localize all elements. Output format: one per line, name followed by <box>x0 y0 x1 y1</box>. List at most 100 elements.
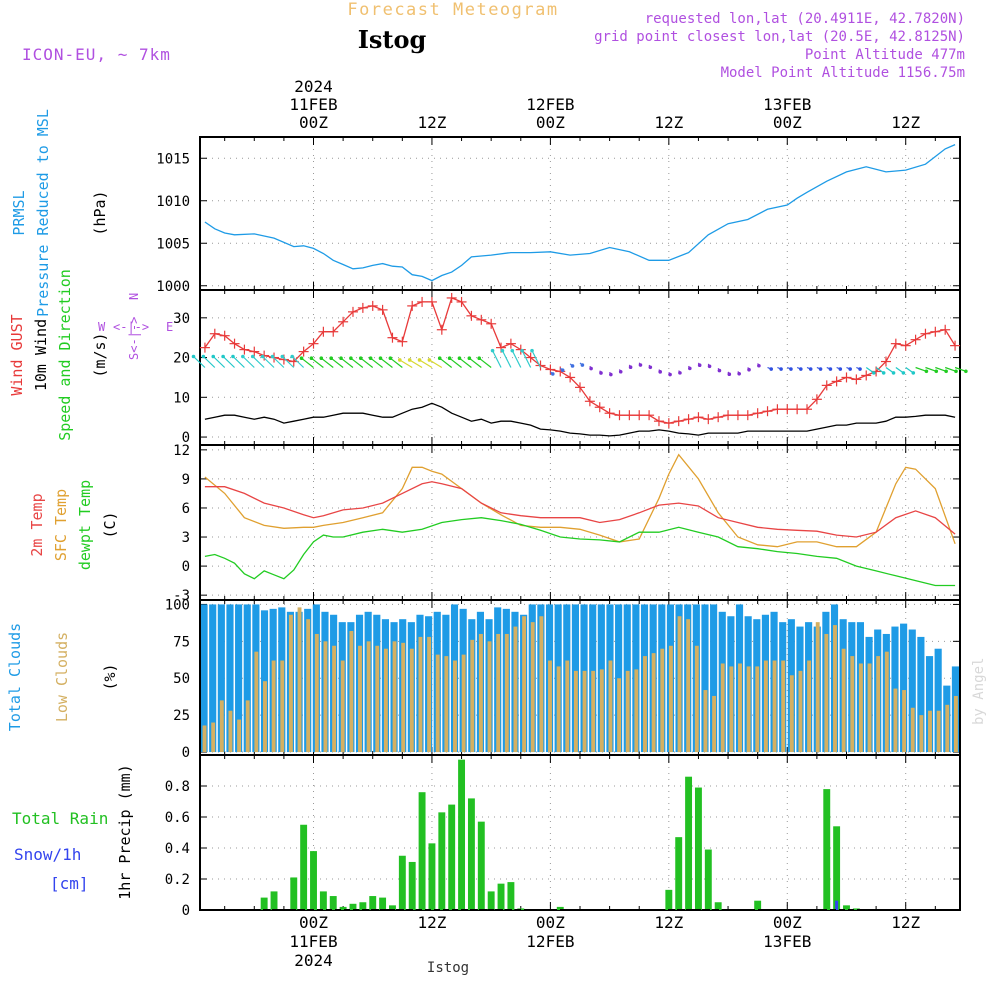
date-label-top: 13FEB <box>763 95 811 114</box>
gust-marker <box>407 300 418 311</box>
gust-marker <box>861 370 872 381</box>
wind-direction-arrow <box>648 364 653 370</box>
gust-marker <box>930 326 941 337</box>
arrow-head <box>828 367 833 371</box>
gust-marker <box>417 296 428 307</box>
rain-bar <box>300 824 308 910</box>
temp-2m-line <box>204 481 956 538</box>
wind-direction-arrow <box>221 354 235 368</box>
low-clouds-bar <box>556 666 561 753</box>
time-label-bottom: 00Z <box>299 913 328 932</box>
chart-title: Forecast Meteogram <box>347 0 558 20</box>
rain-bar <box>467 798 475 910</box>
footer-location: Istog <box>427 960 469 976</box>
arrow-head <box>319 356 324 361</box>
arrow-shaft <box>439 357 453 368</box>
gust-marker <box>802 404 813 415</box>
low-clouds-bar <box>919 715 924 753</box>
low-clouds-bar <box>504 633 509 753</box>
date-label-top: 12FEB <box>526 95 574 114</box>
panel-clouds: 0 25 50 75 100 Total Clouds Low Clouds (%) <box>6 597 961 761</box>
rain-bar <box>428 843 436 910</box>
arrow-shaft <box>521 350 532 368</box>
arrow-head <box>964 369 968 374</box>
y-tick-label: 0 <box>182 903 190 919</box>
gust-marker <box>713 412 724 423</box>
total-clouds-bar <box>934 648 942 753</box>
y-tick-label: 3 <box>182 530 190 546</box>
year-label-bottom: 2024 <box>294 951 333 970</box>
gust-marker <box>239 344 250 355</box>
y-tick-label: 20 <box>173 351 190 367</box>
wind-direction-arrow <box>549 371 555 376</box>
gust-marker <box>732 410 743 421</box>
arrow-head <box>231 354 235 359</box>
arrow-head <box>934 369 939 374</box>
y-tick-label: 12 <box>173 443 190 459</box>
arrow-shaft <box>350 357 364 368</box>
arrow-head <box>427 358 432 362</box>
date-label-top: 11FEB <box>289 95 337 114</box>
wind-direction-arrow <box>437 356 453 368</box>
gust-marker <box>209 328 220 339</box>
arrow-shaft <box>262 356 275 368</box>
dewpoint-line <box>204 517 956 587</box>
gust-marker <box>624 410 635 421</box>
low-clouds-bar <box>288 614 293 753</box>
wind-direction-arrow <box>290 354 305 368</box>
arrow-head <box>799 367 803 371</box>
wind-direction-arrow <box>520 348 532 368</box>
y-tick-label: 1015 <box>156 151 190 167</box>
rain-bar <box>714 902 722 910</box>
low-clouds-bar <box>202 725 207 753</box>
rain-bar <box>319 891 327 910</box>
rain-bar <box>369 896 377 910</box>
low-clouds-bar <box>686 619 691 753</box>
low-clouds-bar <box>703 690 708 753</box>
low-clouds-bar <box>478 633 483 753</box>
gust-marker <box>880 356 891 367</box>
wind-direction-arrow <box>944 366 958 374</box>
gust-marker <box>614 410 625 421</box>
low-clouds-bar <box>332 645 337 753</box>
low-clouds-bar <box>487 641 492 753</box>
snow-legend-label: Snow/1h <box>14 845 81 864</box>
y-axis-label: Pressure Reduced to MSL <box>34 109 52 317</box>
snow-unit-label: [cm] <box>50 874 89 893</box>
wind-direction-arrow <box>569 363 575 368</box>
pressure-line <box>204 144 956 282</box>
arrow-head <box>407 358 412 362</box>
arrow-shaft <box>202 356 216 368</box>
low-clouds-bar <box>427 636 432 753</box>
arrow-head <box>467 356 472 361</box>
low-clouds-bar <box>349 631 354 753</box>
low-clouds-bar <box>755 666 760 753</box>
gust-marker <box>782 404 793 415</box>
date-label-bottom: 11FEB <box>289 932 337 951</box>
low-clouds-bar <box>781 660 786 753</box>
wind-direction-arrow <box>767 366 774 371</box>
low-clouds-bar <box>297 607 302 753</box>
rain-bar <box>418 792 426 910</box>
low-clouds-bar <box>902 690 907 753</box>
gust-marker <box>397 336 408 347</box>
arrow-shaft <box>193 356 206 368</box>
wind-direction-arrow <box>530 348 542 368</box>
arrow-shaft <box>222 356 235 368</box>
arrow-head <box>457 356 462 361</box>
panel-wind: 0 10 20 30 Wind GUST 10m Wind Speed and Direct… <box>8 269 968 446</box>
gust-marker <box>890 338 901 349</box>
arrow-head <box>599 371 603 375</box>
wind-direction-arrow <box>885 367 896 375</box>
gust-marker <box>347 306 358 317</box>
header: Forecast Meteogram Istog ICON-EU, ~ 7km … <box>22 0 987 976</box>
low-clouds-bar <box>772 660 777 753</box>
low-clouds-bar <box>936 710 941 753</box>
y-tick-label: 0 <box>182 430 190 446</box>
wind-direction-arrow <box>777 366 783 371</box>
arrow-shaft <box>320 357 334 368</box>
y-tick-label: 0.4 <box>165 841 190 857</box>
low-clouds-bar <box>340 660 345 753</box>
